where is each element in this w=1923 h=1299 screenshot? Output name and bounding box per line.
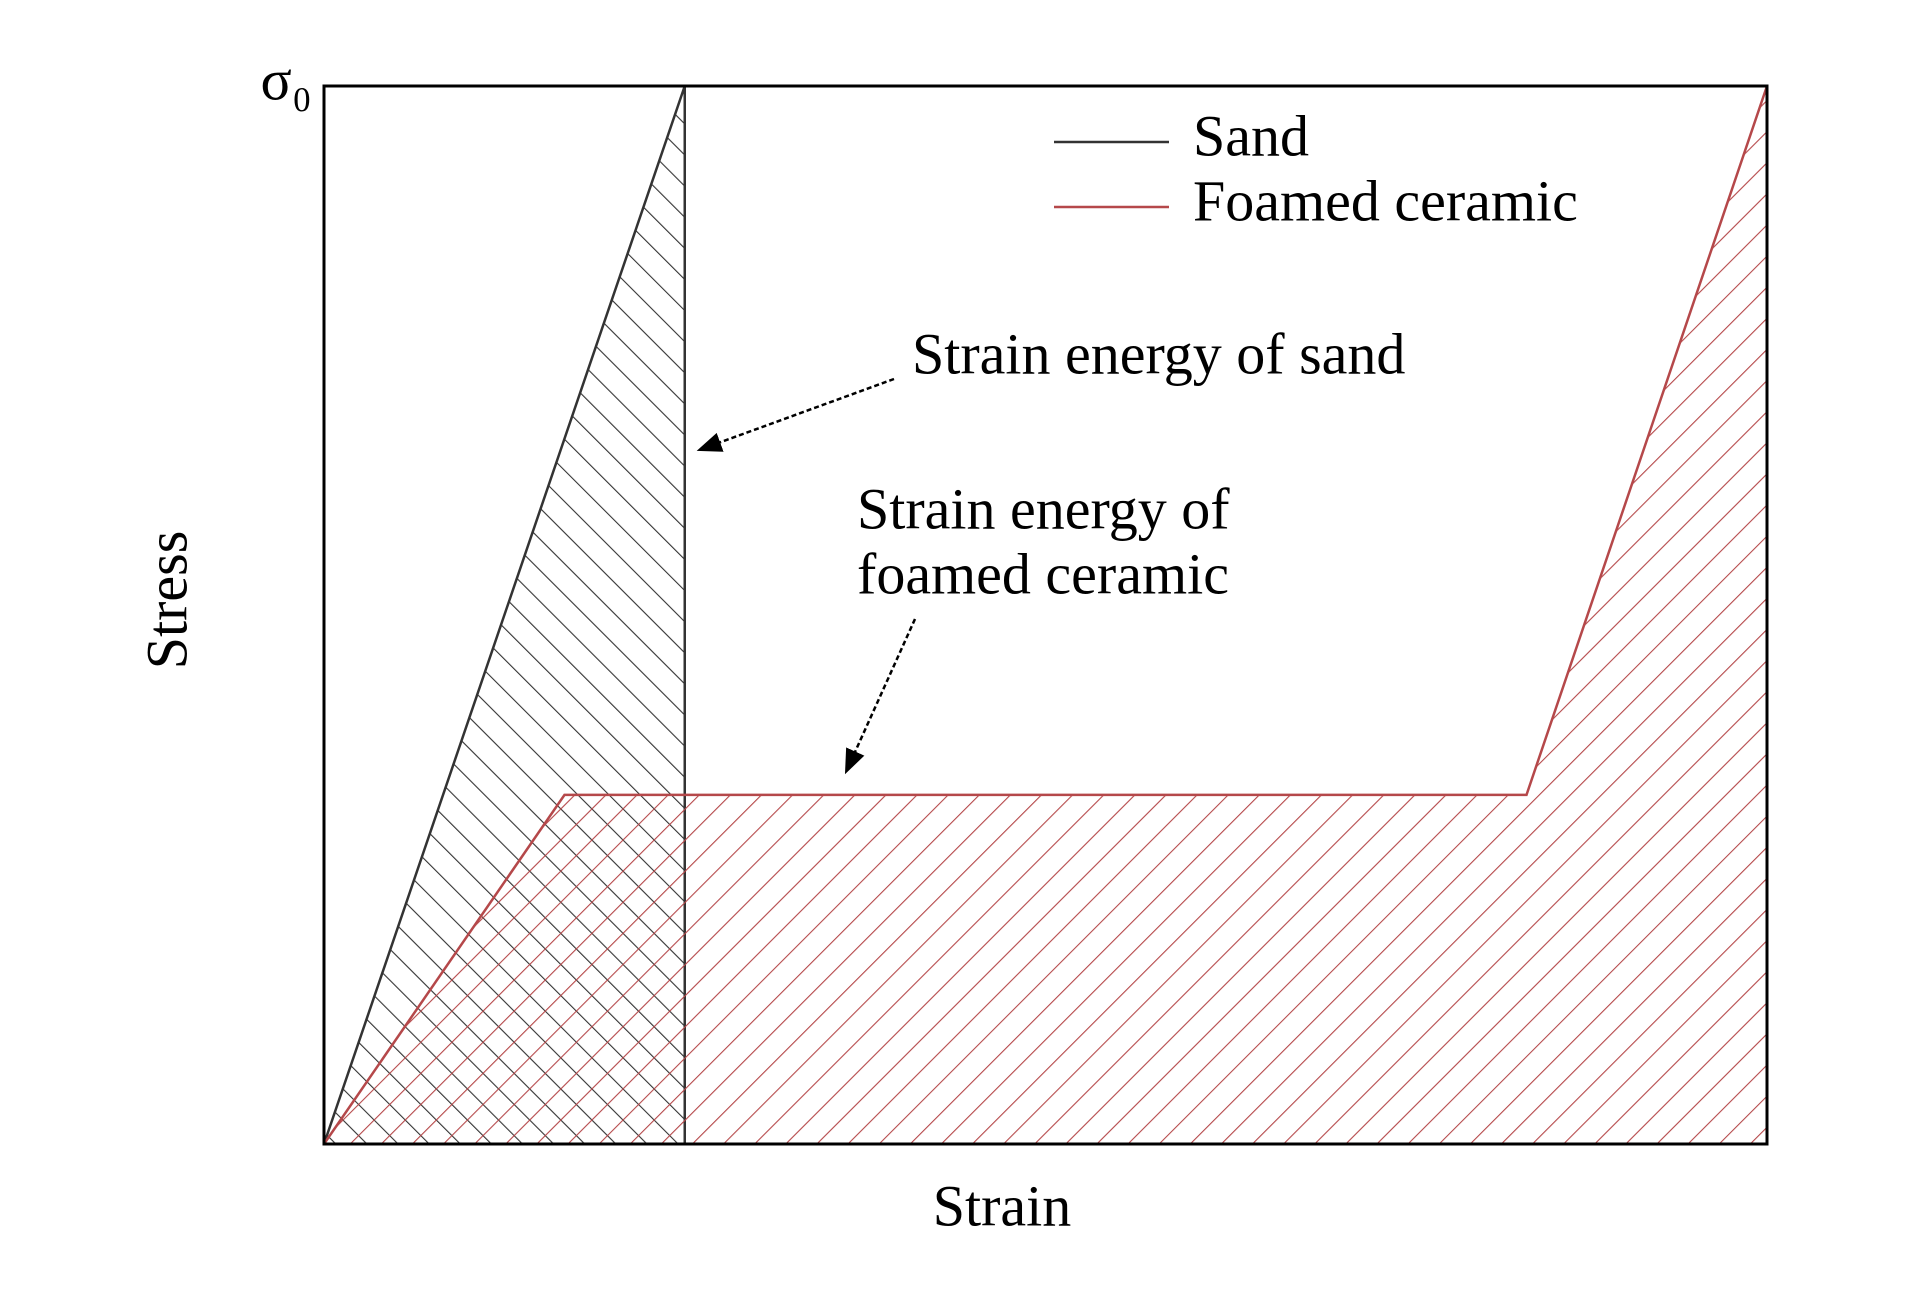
y-axis-label: Stress <box>134 531 199 670</box>
annotation-arrow <box>696 377 895 452</box>
hatched-area <box>324 86 1767 1144</box>
annotation: Strain energy of sand <box>912 321 1405 386</box>
annotation: foamed ceramic <box>857 541 1229 606</box>
plot-frame <box>322 84 1769 1146</box>
y-tick-label: σ₀ <box>261 47 313 112</box>
annotation: Strain energy of <box>857 476 1230 541</box>
annotation-arrow <box>844 618 917 775</box>
legend-label: Sand <box>1193 103 1309 168</box>
legend-label: Foamed ceramic <box>1193 168 1578 233</box>
x-axis-label: Strain <box>933 1173 1072 1238</box>
